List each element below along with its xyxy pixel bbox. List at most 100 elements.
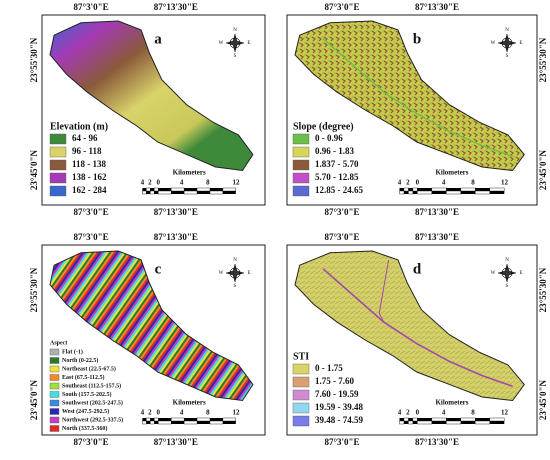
scale-segment xyxy=(431,421,447,424)
compass-letter: E xyxy=(519,271,522,276)
scale-tick: 2 xyxy=(406,409,410,417)
scale-tick: 8 xyxy=(206,179,210,187)
scale-segment xyxy=(196,417,211,422)
scale-segment xyxy=(197,191,210,194)
basin xyxy=(49,20,254,172)
scale-tick: 4 xyxy=(398,409,402,417)
basin xyxy=(294,250,525,402)
legend-label: Northeast (22.5-67.5) xyxy=(62,365,116,372)
legend-swatch xyxy=(292,415,310,427)
side-coordinate: 23°45'0"N xyxy=(538,379,548,420)
compass-ring xyxy=(501,37,513,49)
scale-segment xyxy=(417,418,432,421)
top-coordinate: 87°3'0"E xyxy=(74,2,109,12)
bottom-coordinate: 87°3'0"E xyxy=(324,437,359,447)
scale-segment xyxy=(412,187,418,192)
scale-segment xyxy=(403,191,409,194)
legend-swatch xyxy=(49,146,67,158)
scale-segment xyxy=(196,187,211,192)
compass-letter: W xyxy=(491,41,496,46)
panel-label: a xyxy=(154,31,162,47)
scale-segment xyxy=(154,417,159,422)
legend-swatch xyxy=(49,133,67,145)
scale-tick: 4 xyxy=(442,179,446,187)
bottom-coordinate: 87°3'0"E xyxy=(74,437,109,447)
scale-tick: 4 xyxy=(398,179,402,187)
scale-segment xyxy=(209,188,223,191)
scale-segment xyxy=(431,191,447,194)
basin xyxy=(294,20,525,172)
legend-label: North (337.5-360) xyxy=(62,425,107,432)
compass-letter: S xyxy=(506,284,509,289)
basin xyxy=(49,250,254,402)
scale-segment xyxy=(142,188,147,191)
bottom-coordinate: 87°13'30"E xyxy=(154,207,198,217)
scale-tick: 2 xyxy=(406,179,410,187)
scale-segment xyxy=(222,417,237,422)
top-coordinate: 87°13'30"E xyxy=(154,232,198,242)
scale-segment xyxy=(431,417,447,422)
legend-label: 0 - 0.96 xyxy=(315,133,343,143)
scale-segment xyxy=(408,418,413,421)
legend-swatch xyxy=(49,348,60,356)
legend-label: 19.59 - 39.48 xyxy=(315,402,363,412)
legend-swatch xyxy=(292,376,310,388)
scale-segment xyxy=(183,190,198,195)
scale-segment xyxy=(183,420,198,425)
legend-label: North (0-22.5) xyxy=(62,357,98,364)
scale-segment xyxy=(158,420,172,425)
legend-swatch xyxy=(49,374,60,381)
scale-segment xyxy=(170,417,185,422)
legend-label: 96 - 118 xyxy=(72,146,102,156)
legend-swatch xyxy=(292,133,310,145)
compass-ring xyxy=(229,37,241,49)
legend-label: 64 - 96 xyxy=(72,133,98,143)
scale-tick: 2 xyxy=(148,409,152,417)
scale-segment xyxy=(146,417,151,422)
stream xyxy=(322,268,513,388)
scale-unit: Kilometers xyxy=(173,169,206,177)
scale-unit: Kilometers xyxy=(435,399,468,407)
scale-segment xyxy=(417,190,433,195)
scale-segment xyxy=(489,191,505,194)
scale-segment xyxy=(417,188,432,191)
map-panel: 87°3'0"E 87°13'30"E 87°3'0"E 87°13'30"E 23°5… xyxy=(29,2,266,217)
scale-segment xyxy=(475,420,490,425)
scale-segment xyxy=(209,418,223,421)
scale-segment xyxy=(417,420,433,425)
panel-label: c xyxy=(155,261,162,277)
legend-label: South (157.5-202.5) xyxy=(62,391,112,398)
scale-segment xyxy=(150,420,155,425)
legend-swatch xyxy=(49,382,60,390)
legend-label: 7.60 - 19.59 xyxy=(315,389,359,399)
compass-star xyxy=(225,33,245,53)
scale-segment xyxy=(399,188,404,191)
legend-label: 0.96 - 1.83 xyxy=(315,146,354,156)
scale-segment xyxy=(150,188,155,191)
side-coordinate: 23°55'30"N xyxy=(29,267,39,312)
compass-letter: N xyxy=(505,258,509,263)
top-coordinate: 87°13'30"E xyxy=(154,2,198,12)
scale-unit: Kilometers xyxy=(435,169,468,177)
legend-label: Southwest (202.5-247.5) xyxy=(62,399,123,406)
legend-label: West (247.5-292.5) xyxy=(62,408,109,415)
legend-label: East (67.5-112.5) xyxy=(62,374,105,381)
compass-star xyxy=(225,263,245,283)
scale-segment xyxy=(399,190,405,195)
scale-tick: 0 xyxy=(157,179,161,187)
legend-label: 162 - 284 xyxy=(72,185,107,195)
scale-segment xyxy=(412,191,418,194)
scale-tick: 0 xyxy=(157,409,161,417)
scale-segment xyxy=(222,421,236,424)
scale-segment xyxy=(403,421,409,424)
scale-segment xyxy=(489,417,505,422)
legend-swatch xyxy=(49,365,60,373)
bottom-coordinate: 87°13'30"E xyxy=(415,207,459,217)
scale-tick: 0 xyxy=(416,409,420,417)
scale-tick: 12 xyxy=(233,409,241,417)
legend-swatch xyxy=(49,159,67,171)
legend-label: 118 - 138 xyxy=(72,159,107,169)
legend-label: 0 - 1.75 xyxy=(315,363,343,373)
legend-swatch xyxy=(292,146,310,158)
